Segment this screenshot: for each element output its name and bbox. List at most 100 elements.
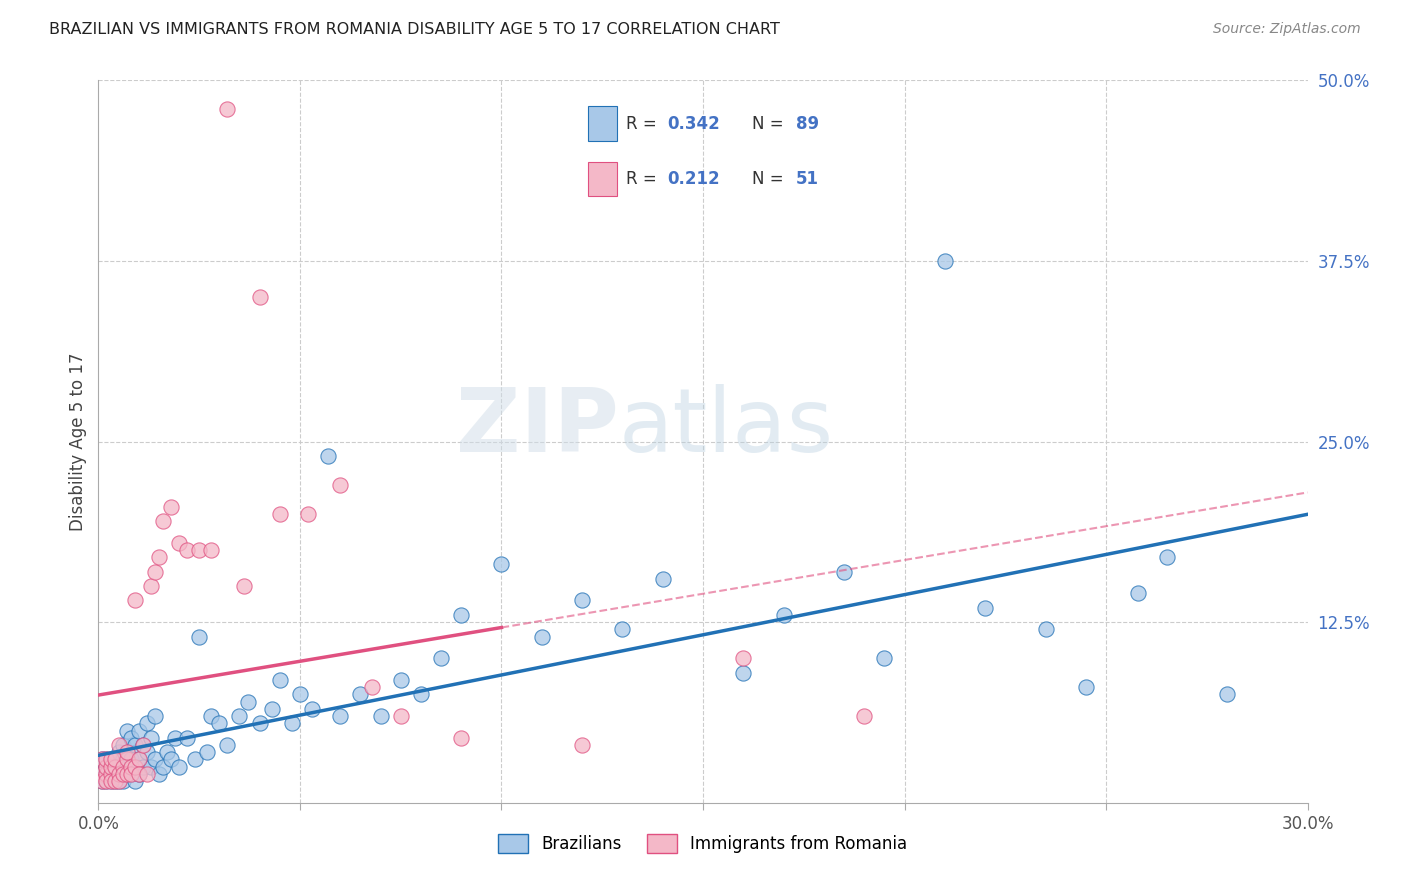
- Point: [329, 478, 352, 492]
- Point: [128, 767, 150, 781]
- Point: [288, 687, 311, 701]
- Point: [96, 774, 118, 789]
- Point: [103, 774, 125, 789]
- Point: [188, 542, 211, 557]
- Point: [450, 607, 472, 622]
- Point: [124, 760, 146, 774]
- Point: [143, 565, 166, 579]
- Point: [491, 558, 513, 572]
- Point: [111, 760, 134, 774]
- Point: [100, 767, 122, 781]
- Point: [103, 760, 125, 774]
- Point: [115, 752, 138, 766]
- Point: [571, 738, 593, 752]
- Point: [143, 709, 166, 723]
- Point: [103, 760, 125, 774]
- Point: [132, 738, 155, 752]
- Point: [195, 745, 218, 759]
- Y-axis label: Disability Age 5 to 17: Disability Age 5 to 17: [69, 352, 87, 531]
- Point: [832, 565, 855, 579]
- Point: [176, 542, 198, 557]
- Point: [163, 731, 186, 745]
- Point: [120, 767, 142, 781]
- Point: [1216, 687, 1239, 701]
- Point: [124, 738, 146, 752]
- Point: [91, 774, 114, 789]
- Point: [188, 630, 211, 644]
- Point: [316, 449, 339, 463]
- Point: [297, 507, 319, 521]
- Point: [152, 760, 174, 774]
- Point: [160, 500, 183, 514]
- Point: [115, 767, 138, 781]
- Point: [107, 767, 129, 781]
- Point: [103, 752, 125, 766]
- Point: [124, 593, 146, 607]
- Point: [733, 651, 755, 665]
- Point: [571, 593, 593, 607]
- Point: [128, 767, 150, 781]
- Point: [128, 752, 150, 766]
- Point: [111, 760, 134, 774]
- Text: atlas: atlas: [619, 384, 834, 471]
- Point: [409, 687, 432, 701]
- Point: [128, 752, 150, 766]
- Point: [115, 745, 138, 759]
- Point: [103, 752, 125, 766]
- Point: [120, 752, 142, 766]
- Point: [111, 767, 134, 781]
- Point: [152, 514, 174, 528]
- Point: [217, 738, 239, 752]
- Point: [167, 535, 190, 549]
- Point: [124, 760, 146, 774]
- Text: BRAZILIAN VS IMMIGRANTS FROM ROMANIA DISABILITY AGE 5 TO 17 CORRELATION CHART: BRAZILIAN VS IMMIGRANTS FROM ROMANIA DIS…: [49, 22, 780, 37]
- Point: [200, 542, 222, 557]
- Point: [176, 731, 198, 745]
- Point: [115, 767, 138, 781]
- Text: ZIP: ZIP: [456, 384, 619, 471]
- Point: [450, 731, 472, 745]
- Point: [612, 623, 634, 637]
- Point: [232, 579, 254, 593]
- Point: [156, 745, 179, 759]
- Point: [120, 767, 142, 781]
- Point: [107, 774, 129, 789]
- Point: [107, 767, 129, 781]
- Point: [128, 723, 150, 738]
- Point: [361, 680, 384, 694]
- Point: [107, 738, 129, 752]
- Point: [208, 716, 231, 731]
- Point: [120, 731, 142, 745]
- Point: [135, 767, 157, 781]
- Point: [120, 760, 142, 774]
- Point: [260, 702, 283, 716]
- Point: [370, 709, 392, 723]
- Point: [236, 695, 259, 709]
- Point: [132, 738, 155, 752]
- Point: [96, 752, 118, 766]
- Point: [96, 767, 118, 781]
- Point: [148, 767, 170, 781]
- Point: [91, 767, 114, 781]
- Point: [100, 774, 122, 789]
- Point: [103, 767, 125, 781]
- Point: [430, 651, 453, 665]
- Point: [124, 774, 146, 789]
- Point: [281, 716, 304, 731]
- Point: [249, 716, 271, 731]
- Point: [96, 760, 118, 774]
- Point: [115, 745, 138, 759]
- Point: [111, 774, 134, 789]
- Point: [228, 709, 250, 723]
- Point: [200, 709, 222, 723]
- Point: [733, 665, 755, 680]
- Point: [135, 745, 157, 759]
- Point: [135, 716, 157, 731]
- Point: [301, 702, 323, 716]
- Point: [873, 651, 896, 665]
- Point: [389, 709, 412, 723]
- Point: [329, 709, 352, 723]
- Point: [96, 767, 118, 781]
- Legend: Brazilians, Immigrants from Romania: Brazilians, Immigrants from Romania: [492, 827, 914, 860]
- Text: Source: ZipAtlas.com: Source: ZipAtlas.com: [1213, 22, 1361, 37]
